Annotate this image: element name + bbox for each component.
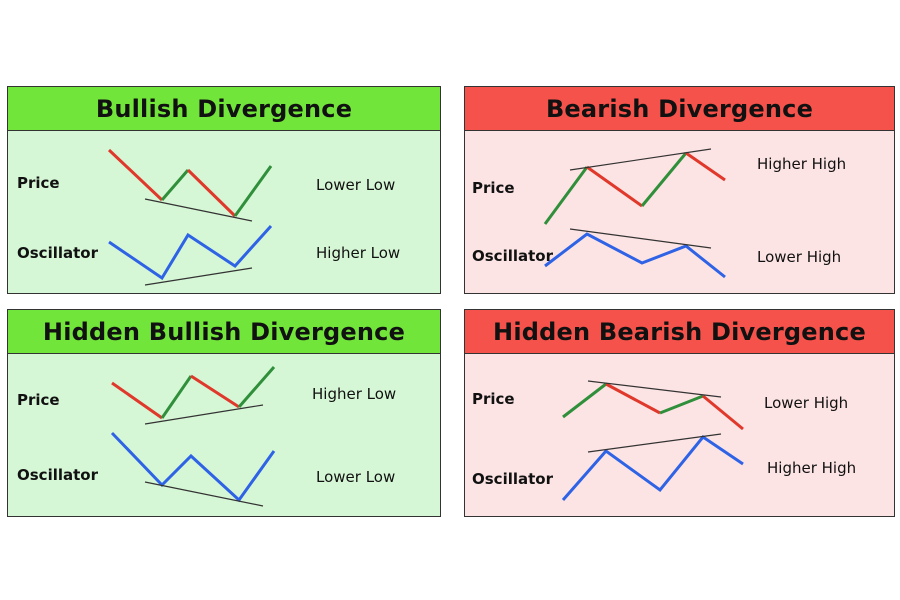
row-label-oscillator: Oscillator (472, 470, 553, 488)
oscillator-annotation: Higher Low (316, 244, 401, 262)
panel-hidden-bullish-divergence: Hidden Bullish Divergence Price Oscillat… (7, 309, 441, 517)
bullish-divergence-diagram (107, 148, 273, 286)
price-annotation: Lower Low (316, 176, 396, 194)
panel-bearish-divergence: Bearish Divergence Price Oscillator High… (464, 86, 895, 294)
bearish-divergence-diagram (543, 148, 726, 279)
price-annotation: Higher High (757, 155, 847, 173)
panel-body (8, 131, 440, 293)
panel-title: Bearish Divergence (465, 87, 894, 131)
price-line-down-2 (702, 394, 744, 431)
row-label-price: Price (472, 390, 515, 408)
price-line-up (160, 169, 190, 201)
oscillator-trend-line (144, 267, 253, 286)
price-line-up-1 (160, 375, 193, 419)
hidden-bullish-divergence-diagram (110, 366, 276, 507)
row-label-oscillator: Oscillator (17, 244, 98, 262)
price-trend-line (569, 148, 712, 171)
price-line-up-2 (237, 366, 276, 408)
price-trend-line (144, 198, 253, 222)
oscillator-line (108, 224, 273, 281)
oscillator-annotation: Lower Low (316, 468, 396, 486)
oscillator-trend-line (587, 433, 722, 453)
oscillator-line (110, 431, 276, 503)
price-line-down-1 (586, 165, 643, 208)
price-line-down-2 (685, 151, 726, 182)
oscillator-annotation: Lower High (757, 248, 842, 266)
price-line-down-1 (111, 381, 163, 420)
row-label-price: Price (472, 179, 515, 197)
panel-body (8, 354, 440, 516)
panel-body (465, 131, 894, 293)
hidden-bearish-divergence-diagram (561, 380, 744, 501)
price-line-up-2 (640, 152, 688, 207)
price-line-up-2 (233, 165, 273, 217)
price-line-down-1 (107, 148, 164, 202)
oscillator-line (544, 232, 726, 279)
panel-title: Hidden Bullish Divergence (8, 310, 440, 354)
price-annotation: Higher Low (312, 385, 397, 403)
panel-body (465, 354, 894, 516)
row-label-oscillator: Oscillator (17, 466, 98, 484)
row-label-oscillator: Oscillator (472, 247, 553, 265)
panel-bullish-divergence: Bullish Divergence Price Oscillator Lowe… (7, 86, 441, 294)
oscillator-trend-line (144, 481, 264, 507)
panel-title: Bullish Divergence (8, 87, 440, 131)
price-line-down-1 (605, 382, 661, 415)
oscillator-line (561, 434, 744, 501)
row-label-price: Price (17, 174, 60, 192)
price-line-down-2 (186, 168, 237, 218)
price-line-up-2 (659, 394, 704, 415)
panel-title: Hidden Bearish Divergence (465, 310, 894, 354)
price-line-down-2 (190, 374, 240, 409)
price-line-up-1 (543, 166, 589, 225)
oscillator-trend-line (569, 228, 712, 249)
price-line-up-1 (562, 382, 607, 419)
panel-hidden-bearish-divergence: Hidden Bearish Divergence Price Oscillat… (464, 309, 895, 517)
row-label-price: Price (17, 391, 60, 409)
oscillator-annotation: Higher High (767, 459, 857, 477)
price-trend-line (587, 380, 722, 398)
price-trend-line (144, 404, 264, 425)
price-annotation: Lower High (764, 394, 849, 412)
